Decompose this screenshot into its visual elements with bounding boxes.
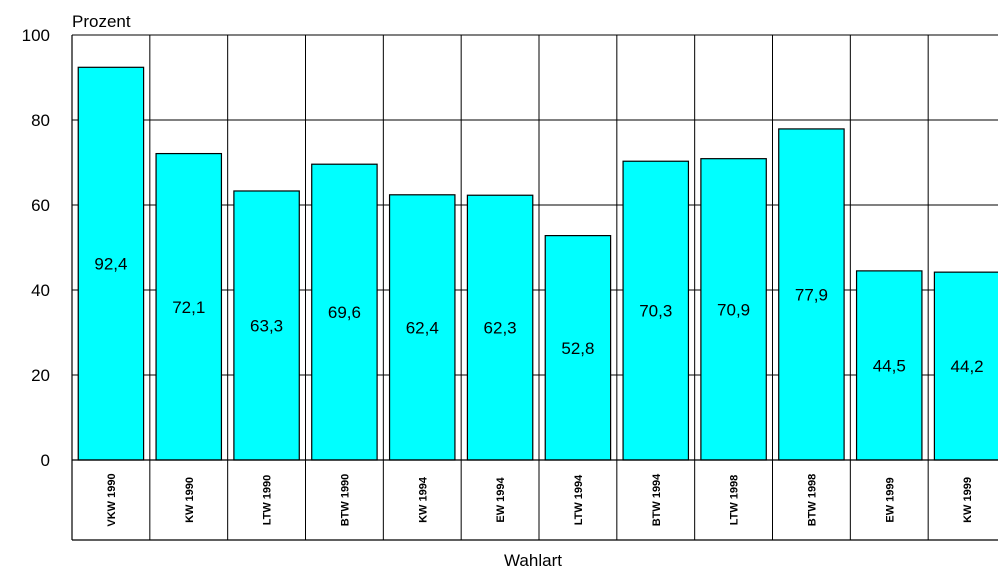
y-axis-title: Prozent (72, 12, 131, 31)
bar (933, 271, 998, 461)
bar (700, 158, 767, 461)
x-tick-label: LTW 1998 (729, 475, 741, 526)
data-label: 63,3 (250, 316, 283, 335)
data-label: 52,8 (561, 339, 594, 358)
x-tick-label: VKW 1990 (106, 473, 118, 526)
y-tick-label: 80 (31, 111, 50, 130)
data-label: 70,3 (639, 302, 672, 321)
bar (311, 163, 378, 461)
bar (233, 190, 300, 461)
x-tick-label: BTW 1990 (339, 474, 351, 527)
data-labels: 92,4 72,1 63,3 69,6 62,4 62,3 52,8 70,3 70,9 77,9… (94, 255, 983, 376)
y-tick-label: 60 (31, 196, 50, 215)
x-tick-label: LTW 1990 (262, 475, 274, 526)
x-tick-label: KW 1994 (417, 476, 429, 523)
bar (77, 66, 145, 461)
x-tick-label: BTW 1998 (806, 474, 818, 527)
data-label: 44,2 (951, 357, 984, 376)
data-label: 69,6 (328, 303, 361, 322)
bar (855, 270, 923, 461)
data-label: 62,3 (484, 319, 517, 338)
x-tick-label: KW 1999 (962, 477, 974, 523)
data-label: 62,4 (406, 318, 439, 337)
y-tick-label: 40 (31, 281, 50, 300)
x-tick-label: EW 1994 (495, 476, 507, 522)
bar (622, 160, 690, 461)
bar (544, 235, 612, 461)
bar (155, 152, 223, 461)
x-tick-label: LTW 1994 (573, 474, 585, 525)
data-label: 44,5 (873, 356, 906, 375)
y-tick-label: 100 (22, 26, 50, 45)
x-axis-title: Wahlart (504, 551, 562, 570)
axes: 0 20 40 60 80 100 VKW 1990 KW 1990 LTW 1990 BTW 1… (22, 26, 998, 541)
y-tick-label: 20 (31, 366, 50, 385)
data-label: 77,9 (795, 285, 828, 304)
bars (77, 66, 998, 461)
bar (388, 194, 456, 461)
x-tick-label: EW 1999 (884, 477, 896, 522)
data-label: 72,1 (172, 298, 205, 317)
data-label: 70,9 (717, 300, 750, 319)
x-tick-label: BTW 1994 (651, 473, 663, 526)
y-tick-label: 0 (41, 451, 50, 470)
data-label: 92,4 (94, 255, 127, 274)
bar (466, 194, 534, 461)
x-tick-label: KW 1990 (184, 477, 196, 523)
